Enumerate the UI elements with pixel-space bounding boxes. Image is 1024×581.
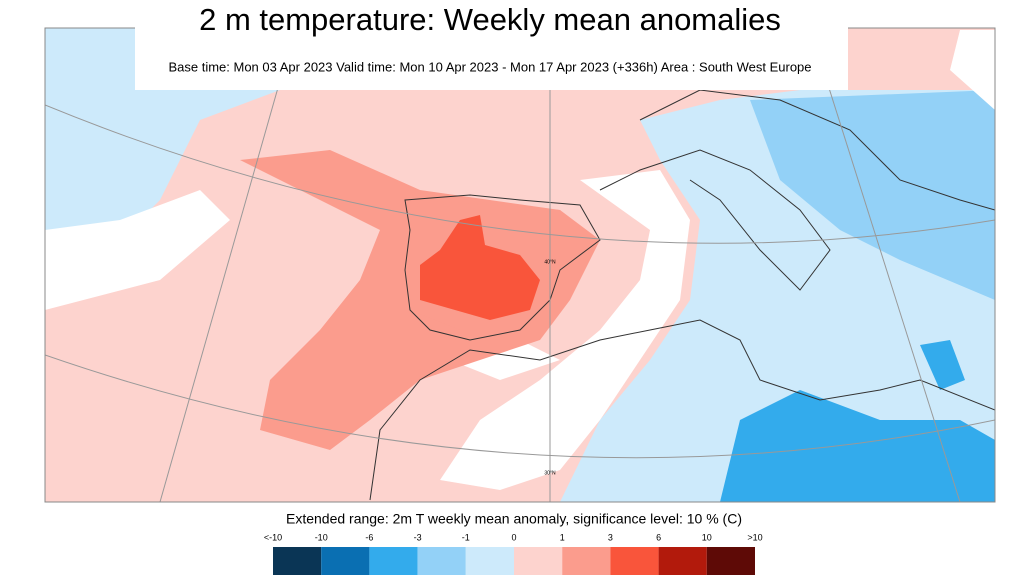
colorbar-box [706,547,755,575]
colorbar-label: >10 [747,532,762,542]
colorbar-label: 0 [511,532,516,542]
colorbar-box [610,547,659,575]
colorbar-label: 6 [656,532,661,542]
title: 2 m temperature: Weekly mean anomalies [199,2,781,37]
colorbar-label: <-10 [264,532,282,542]
colorbar-label: -10 [315,532,328,542]
colorbar-box [273,547,322,575]
colorbar-box [465,547,514,575]
colorbar-label: -6 [365,532,373,542]
colorbar-box [514,547,563,575]
colorbar-label: 10 [702,532,712,542]
colorbar-label: -3 [414,532,422,542]
title-box [135,0,848,90]
colorbar: <-10 -10 -6 -3 -1 0 1 3 6 10 >10 [264,532,763,575]
grid-label: 40°N [544,259,556,265]
colorbar-box [417,547,466,575]
colorbar-label: 1 [560,532,565,542]
legend-caption: Extended range: 2m T weekly mean anomaly… [286,511,742,527]
map: 40°N 30°N [45,28,995,502]
colorbar-box [658,547,707,575]
grid-label: 30°N [544,470,556,476]
colorbar-box [369,547,418,575]
colorbar-label: 3 [608,532,613,542]
subtitle: Base time: Mon 03 Apr 2023 Valid time: M… [168,59,811,74]
colorbar-box [562,547,611,575]
colorbar-label: -1 [462,532,470,542]
colorbar-box [321,547,370,575]
